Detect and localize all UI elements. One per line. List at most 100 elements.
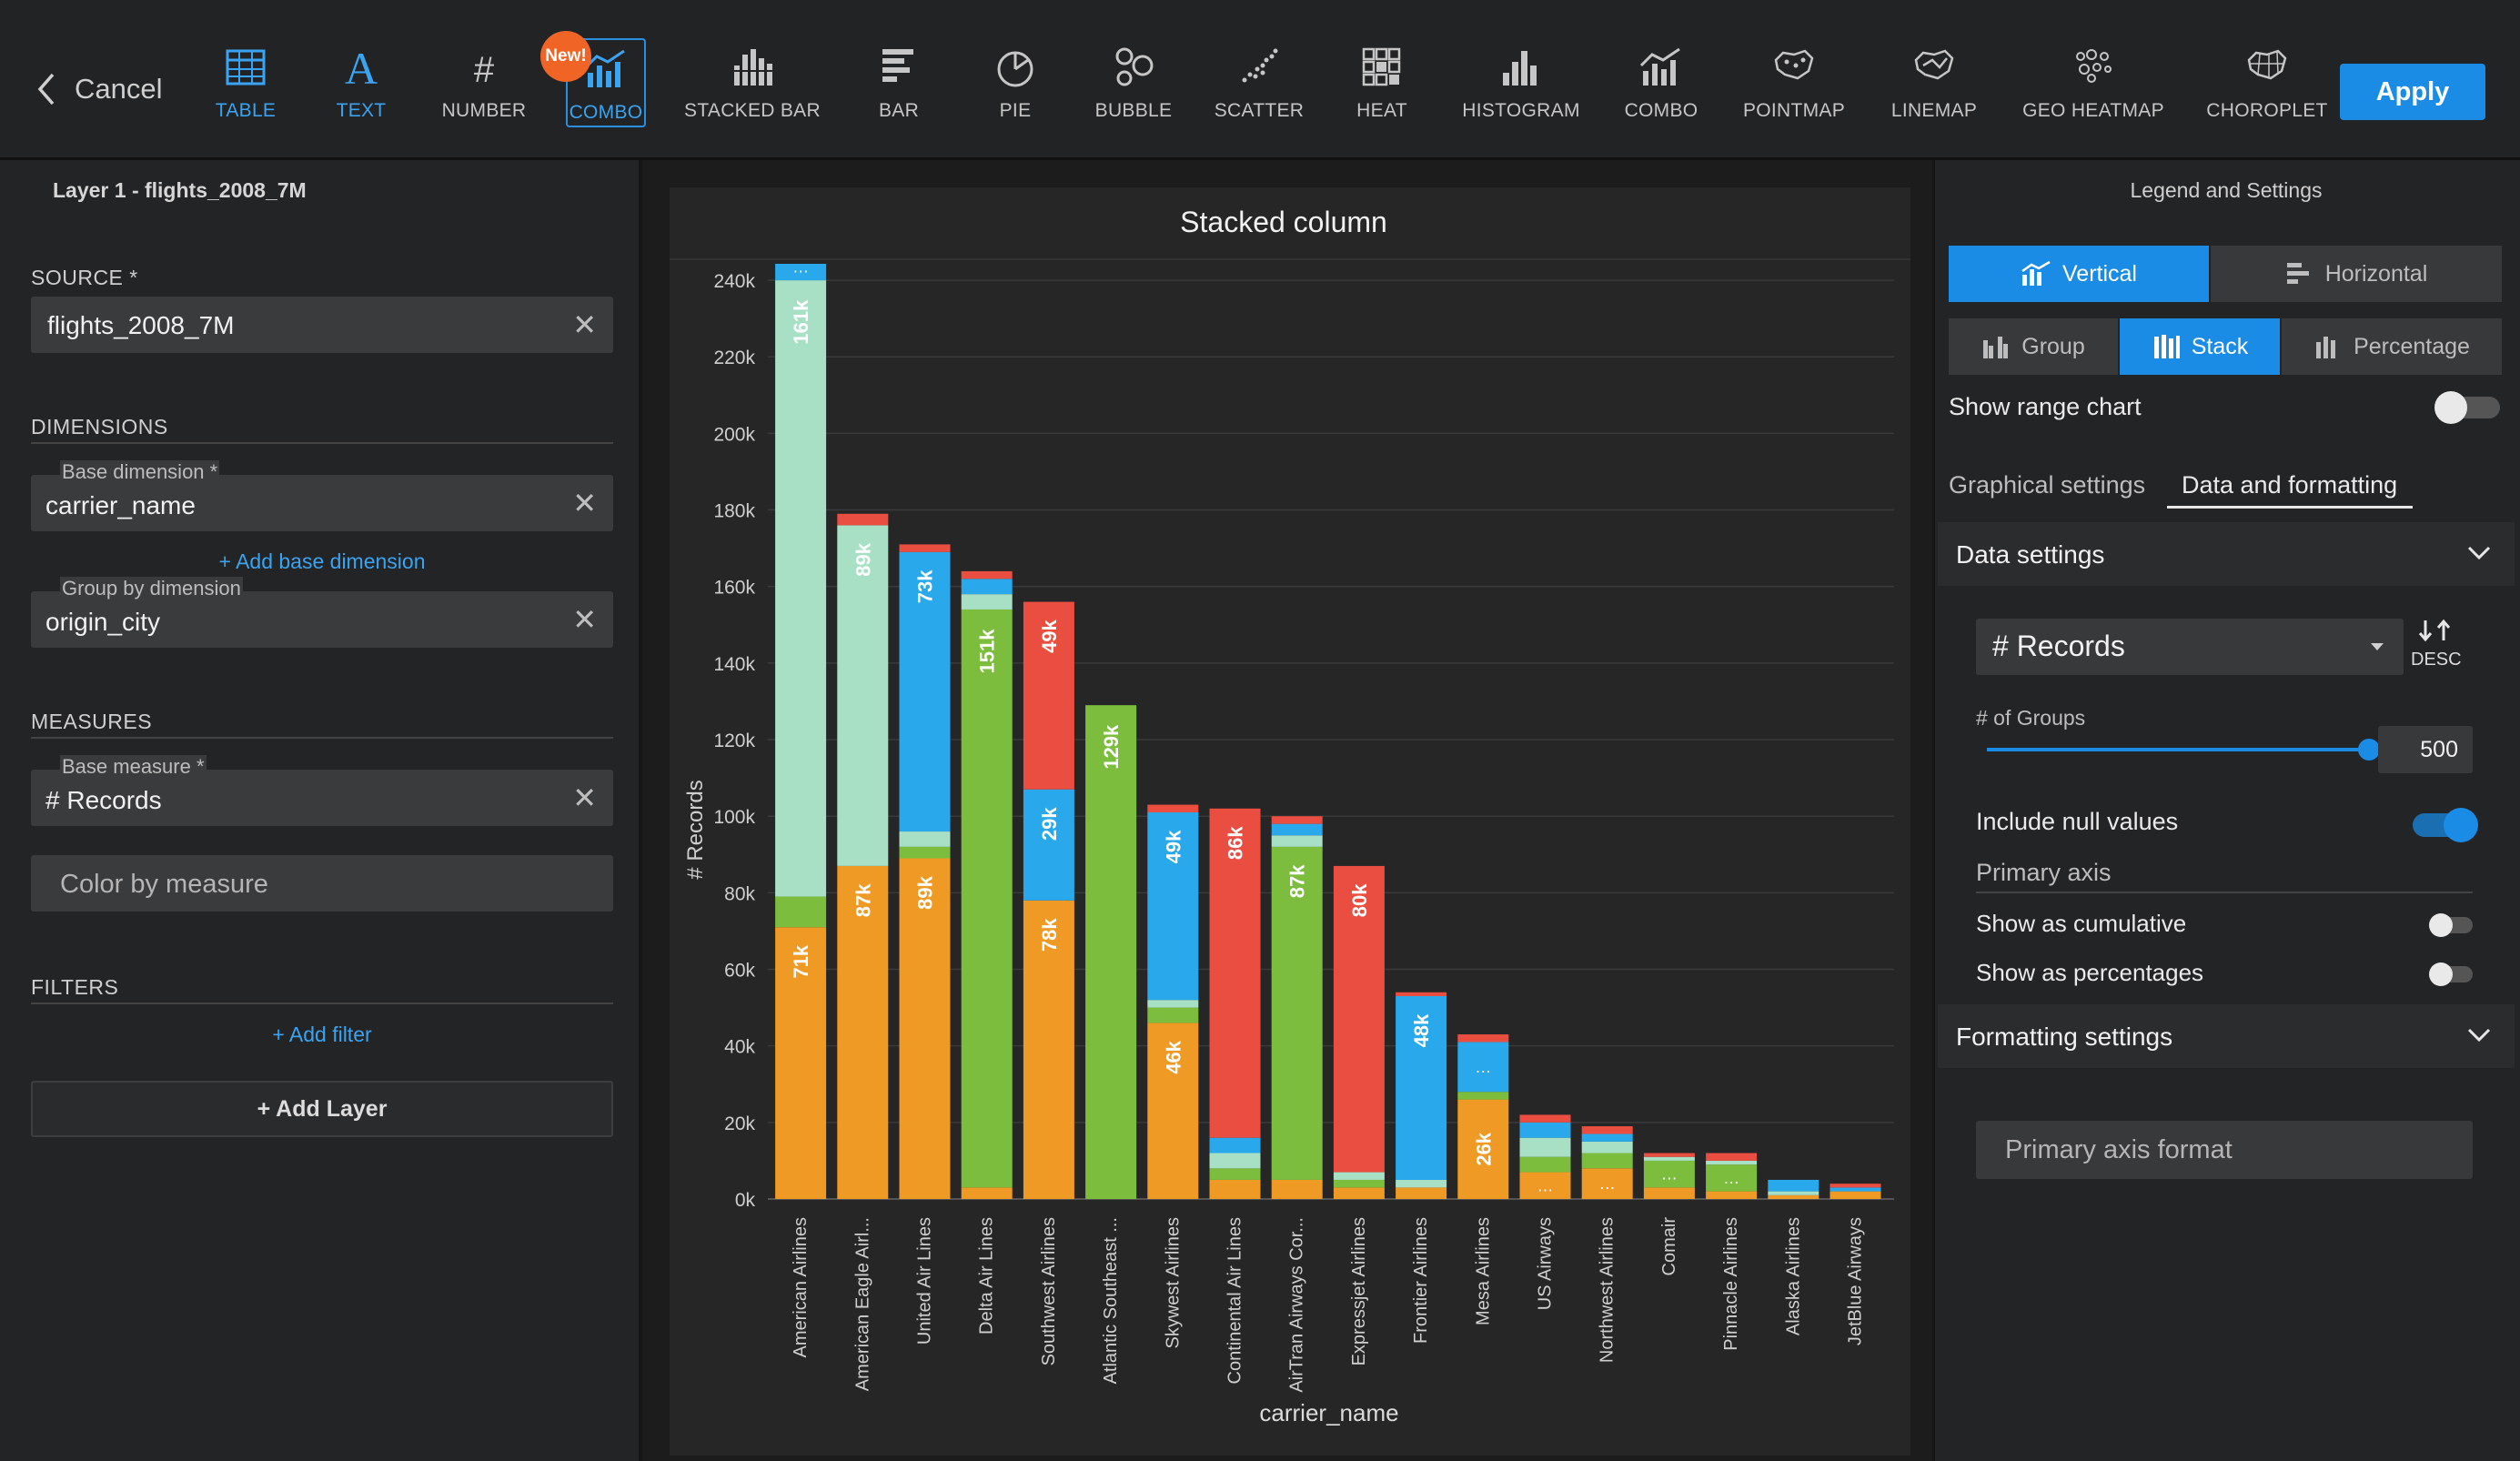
tool-number[interactable]: # NUMBER	[411, 38, 557, 127]
tab-data-and-formatting[interactable]: Data and formatting	[2182, 471, 2398, 499]
clear-base-dimension-icon[interactable]: ✕	[572, 487, 597, 519]
bar-segment	[1333, 865, 1385, 1173]
bar-segment	[1333, 1179, 1385, 1188]
data-label: …	[1661, 1165, 1678, 1184]
bar-segment	[775, 896, 827, 928]
stack-mode-button[interactable]: Stack	[2120, 318, 2280, 375]
data-label: 87k	[1286, 864, 1309, 898]
show-cumulative-label: Show as cumulative	[1976, 910, 2187, 937]
bar-segment	[1147, 804, 1199, 812]
include-null-toggle[interactable]	[2413, 808, 2478, 842]
base-dimension-field[interactable]: carrier_name ✕	[31, 475, 613, 531]
show-range-chart-toggle[interactable]	[2434, 391, 2500, 424]
groups-slider-handle[interactable]	[2358, 739, 2380, 761]
y-tick-label: 140k	[713, 654, 755, 675]
bar-segment	[1333, 1187, 1385, 1199]
bar-segment	[1643, 1153, 1695, 1157]
clear-base-measure-icon[interactable]: ✕	[572, 781, 597, 814]
data-label: 86k	[1225, 826, 1247, 860]
primary-axis-format-field[interactable]: Primary axis format	[1976, 1121, 2473, 1179]
show-percentages-toggle[interactable]	[2429, 962, 2473, 986]
bar-segment	[775, 264, 827, 281]
group-label: Group	[2021, 333, 2085, 359]
bar-segment	[1396, 995, 1447, 1180]
tool-combo[interactable]: COMBO	[566, 38, 646, 127]
bar-segment	[899, 858, 951, 1199]
x-tick-label: US Airways	[1536, 1217, 1556, 1310]
add-base-dimension-link[interactable]: + Add base dimension	[218, 549, 426, 573]
bar-segment	[1457, 1034, 1509, 1043]
bar-segment	[1147, 1000, 1199, 1008]
tool-pie[interactable]: PIE	[942, 38, 1088, 127]
tool-stacked-bar[interactable]: STACKED BAR	[680, 38, 825, 127]
add-layer-button[interactable]: + Add Layer	[31, 1081, 613, 1137]
tool-table[interactable]: TABLE	[173, 38, 318, 127]
combo-icon	[1639, 47, 1680, 86]
y-tick-label: 100k	[713, 807, 755, 828]
heat-icon	[1362, 47, 1401, 86]
tool-label: COMBO	[569, 102, 643, 123]
tool-label: TEXT	[336, 100, 387, 121]
tool-geo-heatmap[interactable]: GEO HEATMAP	[2021, 38, 2166, 127]
tab-graphical-settings[interactable]: Graphical settings	[1949, 471, 2146, 499]
data-label: 49k	[1162, 830, 1184, 863]
include-null-label: Include null values	[1976, 808, 2179, 835]
bar-segment	[1457, 1042, 1509, 1093]
tool-choroplet[interactable]: CHOROPLET	[2194, 38, 2340, 127]
add-filter-link[interactable]: + Add filter	[272, 1023, 372, 1046]
data-label: 73k	[914, 569, 937, 603]
clear-group-dimension-icon[interactable]: ✕	[572, 603, 597, 636]
cancel-button[interactable]: Cancel	[35, 62, 163, 116]
x-tick-label: Alaska Airlines	[1783, 1217, 1803, 1335]
tool-combo-2[interactable]: COMBO	[1588, 38, 1734, 127]
vertical-orientation-button[interactable]: Vertical	[1949, 246, 2209, 302]
text-icon: A	[345, 44, 378, 91]
bar-segment	[1581, 1153, 1633, 1169]
bar-segment	[1581, 1168, 1633, 1199]
apply-button[interactable]: Apply	[2340, 64, 2485, 120]
horizontal-orientation-button[interactable]: Horizontal	[2211, 246, 2502, 302]
formatting-settings-header[interactable]: Formatting settings	[1938, 1004, 2515, 1068]
bar-segment	[961, 579, 1013, 595]
tool-heat[interactable]: HEAT	[1309, 38, 1455, 127]
bar-segment	[1706, 1164, 1758, 1192]
bar-segment	[1147, 1023, 1199, 1199]
tool-scatter[interactable]: SCATTER	[1186, 38, 1332, 127]
source-field[interactable]: flights_2008_7M ✕	[31, 297, 613, 353]
show-cumulative-toggle[interactable]	[2429, 913, 2473, 937]
bar-segment	[1768, 1179, 1819, 1192]
vertical-label: Vertical	[2062, 260, 2137, 287]
bar-segment	[1396, 992, 1447, 996]
y-tick-label: 220k	[713, 348, 755, 368]
group-dimension-label: Group by dimension	[60, 577, 243, 600]
tool-pointmap[interactable]: POINTMAP	[1721, 38, 1867, 127]
color-by-measure-field[interactable]: Color by measure	[31, 855, 613, 912]
percentage-mode-button[interactable]: Percentage	[2282, 318, 2502, 375]
bar-segment	[837, 525, 889, 866]
cancel-label: Cancel	[75, 73, 163, 105]
stack-label: Stack	[2191, 333, 2249, 359]
bar-segment	[1519, 1122, 1571, 1138]
sort-order-label: DESC	[2411, 650, 2462, 670]
x-tick-label: Northwest Airlines	[1598, 1217, 1618, 1363]
group-dimension-field[interactable]: origin_city ✕	[31, 591, 613, 648]
sort-measure-select[interactable]: # Records	[1976, 619, 2404, 675]
data-settings-header[interactable]: Data settings	[1938, 522, 2515, 586]
tool-bar[interactable]: BAR	[826, 38, 972, 127]
sort-direction-icon[interactable]	[2416, 619, 2453, 642]
tool-linemap[interactable]: LINEMAP	[1861, 38, 2007, 127]
groups-slider[interactable]	[1987, 739, 2380, 761]
x-tick-label: Mesa Airlines	[1473, 1217, 1493, 1325]
data-label: …	[1599, 1174, 1616, 1193]
tool-bubble[interactable]: BUBBLE	[1061, 38, 1206, 127]
bar-segment	[1271, 823, 1323, 836]
x-tick-label: Southwest Airlines	[1039, 1217, 1059, 1365]
clear-source-icon[interactable]: ✕	[572, 308, 597, 341]
legend-settings-panel	[1932, 160, 2520, 1461]
groups-value-input[interactable]: 500	[2378, 726, 2473, 773]
tool-histogram[interactable]: HISTOGRAM	[1448, 38, 1594, 127]
tool-text[interactable]: A TEXT	[288, 38, 434, 127]
bar-segment	[1271, 816, 1323, 824]
base-measure-field[interactable]: # Records ✕	[31, 770, 613, 826]
group-mode-button[interactable]: Group	[1949, 318, 2118, 375]
